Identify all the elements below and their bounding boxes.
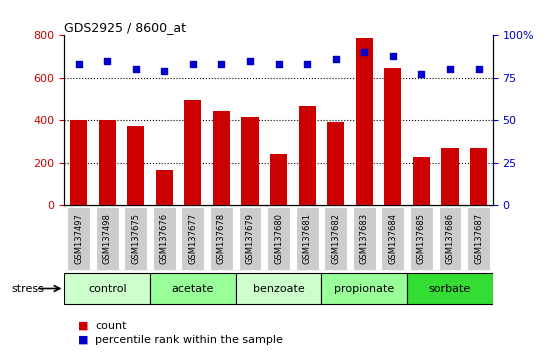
Text: propionate: propionate xyxy=(334,284,394,293)
Text: stress: stress xyxy=(11,284,44,293)
Bar xyxy=(184,99,202,205)
Text: GSM137680: GSM137680 xyxy=(274,212,283,264)
Bar xyxy=(127,126,144,205)
Text: ■: ■ xyxy=(78,321,89,331)
Text: GSM137683: GSM137683 xyxy=(360,212,369,264)
FancyBboxPatch shape xyxy=(96,207,119,269)
Point xyxy=(417,72,426,77)
FancyBboxPatch shape xyxy=(150,273,236,304)
Text: GSM137679: GSM137679 xyxy=(245,212,255,264)
Point xyxy=(331,56,340,62)
Bar xyxy=(270,154,287,205)
Text: sorbate: sorbate xyxy=(429,284,471,293)
Text: GSM137687: GSM137687 xyxy=(474,212,483,264)
Point xyxy=(103,58,112,64)
Text: GSM137678: GSM137678 xyxy=(217,212,226,264)
Point xyxy=(474,67,483,72)
Point xyxy=(302,62,311,67)
Point xyxy=(360,50,368,55)
FancyBboxPatch shape xyxy=(239,207,262,269)
Text: acetate: acetate xyxy=(172,284,214,293)
Point xyxy=(188,62,198,67)
Bar xyxy=(384,68,402,205)
Point xyxy=(388,53,397,59)
Point xyxy=(446,67,455,72)
FancyBboxPatch shape xyxy=(381,207,404,269)
Text: GSM137676: GSM137676 xyxy=(160,212,169,264)
Bar xyxy=(213,112,230,205)
Text: benzoate: benzoate xyxy=(253,284,305,293)
Bar xyxy=(327,122,344,205)
Text: GSM137497: GSM137497 xyxy=(74,213,83,263)
Text: GSM137677: GSM137677 xyxy=(188,212,198,264)
FancyBboxPatch shape xyxy=(67,207,90,269)
FancyBboxPatch shape xyxy=(153,207,176,269)
Point xyxy=(74,62,83,67)
Bar xyxy=(241,117,259,205)
FancyBboxPatch shape xyxy=(467,207,490,269)
FancyBboxPatch shape xyxy=(236,273,321,304)
Bar xyxy=(156,170,173,205)
FancyBboxPatch shape xyxy=(64,273,150,304)
FancyBboxPatch shape xyxy=(407,273,493,304)
Bar xyxy=(99,120,116,205)
Bar xyxy=(298,106,316,205)
Text: percentile rank within the sample: percentile rank within the sample xyxy=(95,335,283,345)
FancyBboxPatch shape xyxy=(324,207,347,269)
Text: GSM137685: GSM137685 xyxy=(417,212,426,264)
Point xyxy=(160,68,169,74)
Text: count: count xyxy=(95,321,127,331)
FancyBboxPatch shape xyxy=(181,207,204,269)
Point xyxy=(217,62,226,67)
Bar xyxy=(470,148,487,205)
FancyBboxPatch shape xyxy=(410,207,433,269)
Bar xyxy=(70,120,87,205)
Text: ■: ■ xyxy=(78,335,89,345)
Text: GSM137675: GSM137675 xyxy=(131,212,141,264)
FancyBboxPatch shape xyxy=(267,207,290,269)
Text: control: control xyxy=(88,284,127,293)
Text: GSM137498: GSM137498 xyxy=(102,213,112,263)
Point xyxy=(245,58,254,64)
Point xyxy=(274,62,283,67)
Bar xyxy=(413,157,430,205)
Bar xyxy=(356,38,373,205)
FancyBboxPatch shape xyxy=(296,207,319,269)
Text: GSM137686: GSM137686 xyxy=(445,212,455,264)
FancyBboxPatch shape xyxy=(210,207,233,269)
Text: GDS2925 / 8600_at: GDS2925 / 8600_at xyxy=(64,21,186,34)
Text: GSM137684: GSM137684 xyxy=(388,212,398,264)
Text: GSM137682: GSM137682 xyxy=(331,212,340,264)
Point xyxy=(131,67,140,72)
FancyBboxPatch shape xyxy=(438,207,461,269)
FancyBboxPatch shape xyxy=(353,207,376,269)
Text: GSM137681: GSM137681 xyxy=(302,212,312,264)
FancyBboxPatch shape xyxy=(321,273,407,304)
Bar xyxy=(441,148,459,205)
FancyBboxPatch shape xyxy=(124,207,147,269)
